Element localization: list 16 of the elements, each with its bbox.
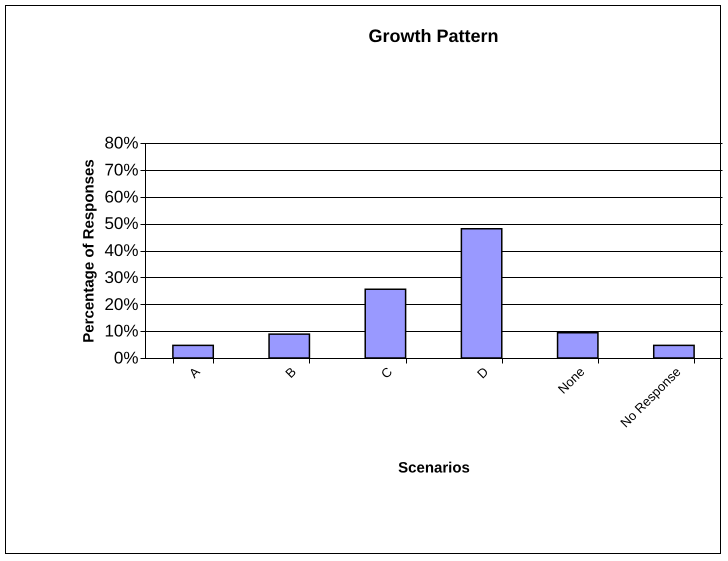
y-axis-title: Percentage of Responses xyxy=(80,159,98,343)
y-tick-label: 70% xyxy=(104,160,138,180)
y-tick-label: 10% xyxy=(104,322,138,341)
x-tick-label: A xyxy=(186,364,204,381)
x-tick-label: B xyxy=(282,364,299,381)
y-tick-label: 50% xyxy=(104,214,138,234)
chart-title: Growth Pattern xyxy=(368,26,499,46)
x-tick-label: D xyxy=(474,364,492,382)
y-tick-label: 40% xyxy=(104,241,138,260)
y-tick-label: 20% xyxy=(104,294,138,314)
y-tick-label: 60% xyxy=(104,187,138,206)
y-tick-label: 0% xyxy=(114,348,138,368)
x-axis-title: Scenarios xyxy=(398,459,470,476)
y-tick-label: 30% xyxy=(104,268,138,287)
x-tick-label: C xyxy=(378,364,396,382)
y-tick-label: 80% xyxy=(104,134,138,152)
